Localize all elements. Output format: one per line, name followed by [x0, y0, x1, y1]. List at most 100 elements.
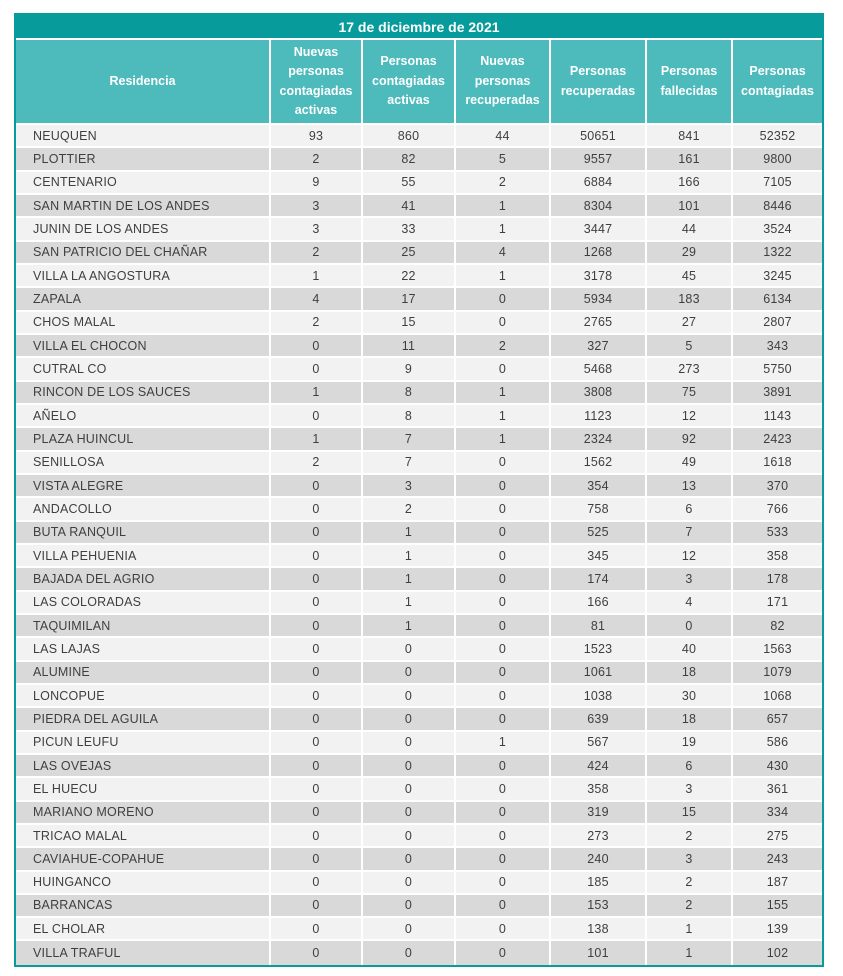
value-cell: 0 [361, 801, 454, 825]
value-cell: 0 [454, 848, 549, 872]
column-header-contagiadas: Personas contagiadas [731, 40, 822, 125]
value-cell: 273 [549, 824, 645, 849]
residence-cell: AÑELO [16, 404, 269, 429]
value-cell: 2 [645, 824, 731, 849]
value-cell: 766 [731, 498, 822, 522]
table-row: ZAPALA 4 17 0 5934 183 6134 [16, 288, 822, 312]
value-cell: 2 [361, 498, 454, 522]
value-cell: 327 [549, 334, 645, 359]
value-cell: 0 [454, 778, 549, 802]
table-row: HUINGANCO 0 0 0 185 2 187 [16, 871, 822, 895]
residence-cell: SAN PATRICIO DEL CHAÑAR [16, 241, 269, 265]
value-cell: 41 [361, 194, 454, 219]
value-cell: 1038 [549, 684, 645, 709]
value-cell: 0 [269, 638, 361, 662]
table-row: SAN PATRICIO DEL CHAÑAR 2 25 4 1268 29 1322 [16, 241, 822, 265]
table-row: BAJADA DEL AGRIO 0 1 0 174 3 178 [16, 568, 822, 592]
value-cell: 567 [549, 731, 645, 755]
value-cell: 1523 [549, 638, 645, 662]
table-row: RINCON DE LOS SAUCES 1 8 1 3808 75 3891 [16, 381, 822, 405]
table-row: PLAZA HUINCUL 1 7 1 2324 92 2423 [16, 428, 822, 452]
table-row: PLOTTIER 2 82 5 9557 161 9800 [16, 148, 822, 172]
value-cell: 1618 [731, 451, 822, 475]
value-cell: 0 [454, 288, 549, 312]
value-cell: 1 [269, 428, 361, 452]
value-cell: 7105 [731, 171, 822, 195]
value-cell: 92 [645, 428, 731, 452]
table-row: NEUQUEN 93 860 44 50651 841 52352 [16, 125, 822, 149]
value-cell: 27 [645, 311, 731, 335]
value-cell: 0 [269, 941, 361, 965]
value-cell: 370 [731, 474, 822, 499]
value-cell: 8304 [549, 194, 645, 219]
column-header-contagiadas-activas: Personas contagiadas activas [361, 40, 454, 125]
value-cell: 3 [361, 474, 454, 499]
value-cell: 424 [549, 754, 645, 779]
table-row: AÑELO 0 8 1 1123 12 1143 [16, 404, 822, 429]
value-cell: 0 [454, 824, 549, 849]
value-cell: 0 [454, 801, 549, 825]
value-cell: 0 [454, 918, 549, 942]
value-cell: 0 [269, 871, 361, 895]
residence-cell: EL CHOLAR [16, 918, 269, 942]
table-row: CHOS MALAL 2 15 0 2765 27 2807 [16, 311, 822, 335]
residence-cell: PLOTTIER [16, 148, 269, 172]
value-cell: 3178 [549, 264, 645, 289]
residence-cell: VILLA EL CHOCON [16, 334, 269, 359]
table-row: PICUN LEUFU 0 0 1 567 19 586 [16, 731, 822, 755]
value-cell: 0 [361, 708, 454, 732]
value-cell: 0 [269, 404, 361, 429]
residence-cell: PLAZA HUINCUL [16, 428, 269, 452]
table-row: VILLA EL CHOCON 0 11 2 327 5 343 [16, 334, 822, 359]
value-cell: 9800 [731, 148, 822, 172]
table-row: VILLA TRAFUL 0 0 0 101 1 102 [16, 941, 822, 965]
value-cell: 0 [269, 358, 361, 382]
value-cell: 6884 [549, 171, 645, 195]
value-cell: 358 [731, 544, 822, 569]
value-cell: 0 [269, 591, 361, 615]
value-cell: 93 [269, 125, 361, 149]
value-cell: 0 [269, 334, 361, 359]
value-cell: 0 [454, 661, 549, 685]
value-cell: 1123 [549, 404, 645, 429]
value-cell: 18 [645, 708, 731, 732]
value-cell: 4 [269, 288, 361, 312]
value-cell: 5468 [549, 358, 645, 382]
table-row: LAS COLORADAS 0 1 0 166 4 171 [16, 591, 822, 615]
value-cell: 0 [269, 848, 361, 872]
table-row: TAQUIMILAN 0 1 0 81 0 82 [16, 614, 822, 639]
value-cell: 45 [645, 264, 731, 289]
table-row: BUTA RANQUIL 0 1 0 525 7 533 [16, 521, 822, 545]
value-cell: 171 [731, 591, 822, 615]
value-cell: 18 [645, 661, 731, 685]
residence-cell: LONCOPUE [16, 684, 269, 709]
residence-cell: TRICAO MALAL [16, 824, 269, 849]
value-cell: 0 [269, 778, 361, 802]
value-cell: 81 [549, 614, 645, 639]
value-cell: 240 [549, 848, 645, 872]
value-cell: 44 [454, 125, 549, 149]
value-cell: 0 [454, 754, 549, 779]
value-cell: 0 [361, 894, 454, 919]
residence-cell: ALUMINE [16, 661, 269, 685]
value-cell: 345 [549, 544, 645, 569]
residence-cell: CENTENARIO [16, 171, 269, 195]
value-cell: 161 [645, 148, 731, 172]
value-cell: 3 [645, 848, 731, 872]
value-cell: 138 [549, 918, 645, 942]
value-cell: 44 [645, 218, 731, 242]
residence-cell: LAS LAJAS [16, 638, 269, 662]
value-cell: 153 [549, 894, 645, 919]
value-cell: 0 [454, 591, 549, 615]
table-header: Residencia Nuevas personas contagiadas a… [16, 40, 822, 125]
value-cell: 533 [731, 521, 822, 545]
value-cell: 22 [361, 264, 454, 289]
value-cell: 343 [731, 334, 822, 359]
value-cell: 1079 [731, 661, 822, 685]
value-cell: 0 [454, 498, 549, 522]
value-cell: 0 [361, 638, 454, 662]
value-cell: 75 [645, 381, 731, 405]
value-cell: 0 [645, 614, 731, 639]
value-cell: 1 [454, 731, 549, 755]
residence-cell: CUTRAL CO [16, 358, 269, 382]
